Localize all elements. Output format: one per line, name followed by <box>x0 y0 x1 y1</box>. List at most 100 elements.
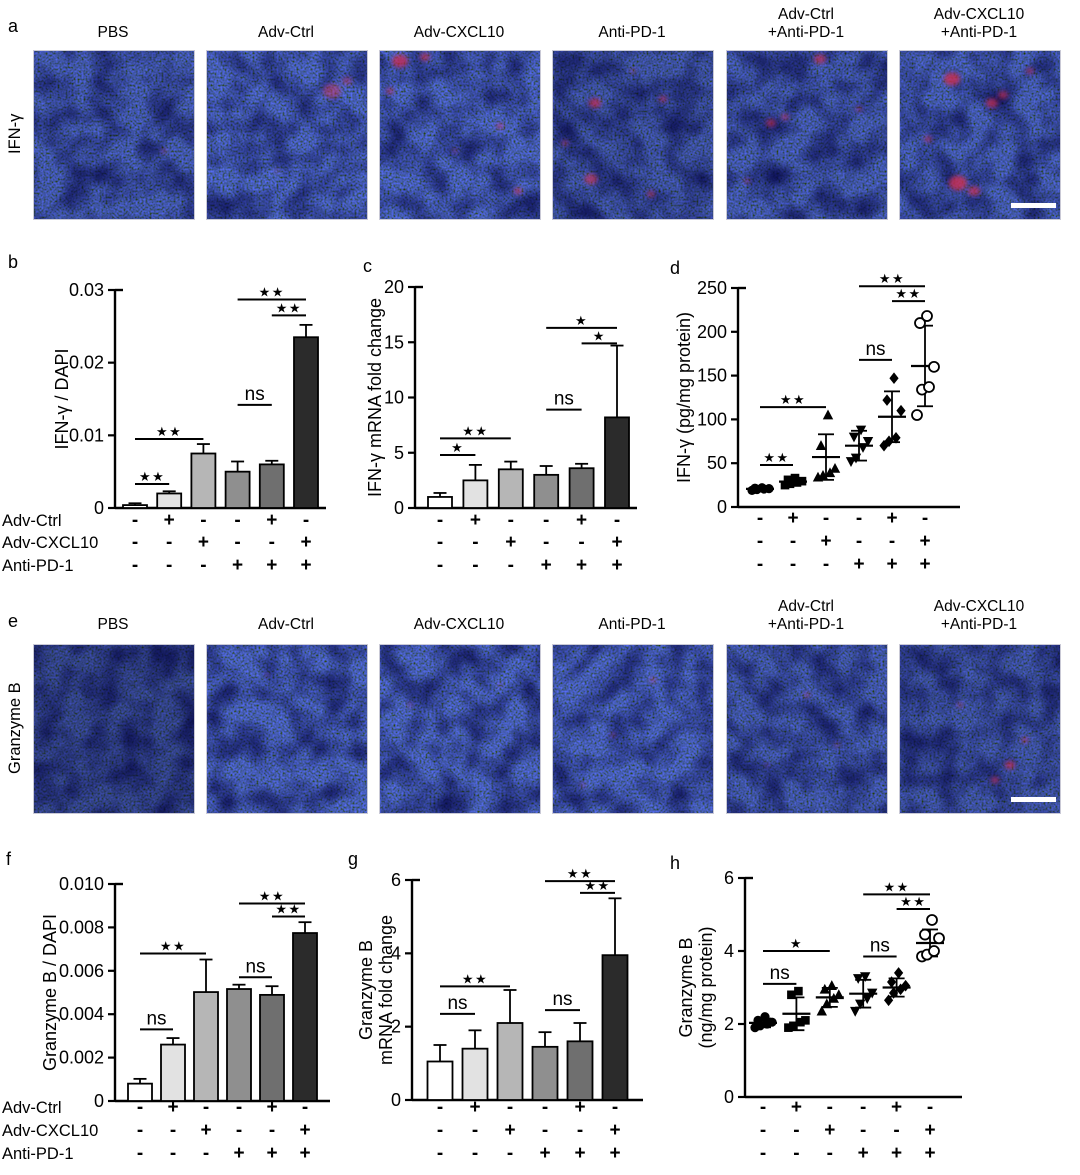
svg-text:-: - <box>543 510 549 531</box>
svg-text:+: + <box>611 532 622 553</box>
svg-text:-: - <box>760 1120 766 1141</box>
svg-text:+: + <box>609 1120 620 1141</box>
svg-text:ns: ns <box>245 956 265 977</box>
svg-text:ns: ns <box>552 989 572 1010</box>
svg-text:-: - <box>132 510 138 531</box>
svg-text:+: + <box>266 555 277 576</box>
chart-f-granzyme-dapi-bar: 0 0.002 0.004 0.006 0.008 0.010 Granzyme B / D… <box>2 874 330 1164</box>
svg-text:0: 0 <box>94 498 104 518</box>
svg-text:-: - <box>203 1143 209 1164</box>
micro-image-a-adv-ctrl <box>206 50 368 220</box>
svg-text:+: + <box>470 510 481 531</box>
svg-text:+: + <box>824 1120 835 1141</box>
column-title-a-adv-cxcl10-anti-pd1: Adv-CXCL10 +Anti-PD-1 <box>933 6 1025 41</box>
panel-letter-a: a <box>8 16 19 36</box>
svg-text:+: + <box>469 1097 480 1118</box>
svg-text:+: + <box>611 555 622 576</box>
svg-text:-: - <box>760 1097 766 1118</box>
row-label-granzyme-b: Granzyme B <box>6 682 24 774</box>
panel-letter-d: d <box>670 258 681 278</box>
svg-text:-: - <box>793 1143 799 1164</box>
svg-text:-: - <box>137 1097 143 1118</box>
svg-text:4: 4 <box>724 941 734 961</box>
svg-text:-: - <box>472 1143 478 1164</box>
svg-text:0: 0 <box>94 1091 104 1111</box>
micro-image-e-anti-pd1 <box>552 644 714 814</box>
svg-text:-: - <box>889 531 895 552</box>
svg-text:0.010: 0.010 <box>59 874 104 894</box>
svg-text:-: - <box>234 532 240 553</box>
svg-text:-: - <box>757 508 763 529</box>
svg-text:-: - <box>757 554 763 575</box>
column-title-a-adv-ctrl-anti-pd1: Adv-Ctrl +Anti-PD-1 <box>767 6 845 41</box>
column-title-e-adv-cxcl10: Adv-CXCL10 <box>413 616 505 633</box>
svg-text:ns: ns <box>865 339 885 360</box>
micro-image-e-adv-ctrl-anti-pd1 <box>726 644 888 814</box>
svg-text:+: + <box>891 1143 902 1164</box>
svg-text:10: 10 <box>384 388 404 408</box>
svg-text:0.004: 0.004 <box>59 1004 104 1024</box>
svg-text:IFN-γ (pg/mg protein): IFN-γ (pg/mg protein) <box>674 312 694 483</box>
column-title-a-pbs: PBS <box>97 24 129 41</box>
svg-text:0: 0 <box>717 497 727 517</box>
svg-text:-: - <box>827 1143 833 1164</box>
svg-text:+: + <box>886 508 897 529</box>
panel-letter-b: b <box>8 252 19 272</box>
svg-text:+: + <box>167 1097 178 1118</box>
svg-text:★: ★ <box>451 440 464 455</box>
svg-text:IFN-γ mRNA fold change: IFN-γ mRNA fold change <box>365 298 385 497</box>
svg-text:-: - <box>437 510 443 531</box>
column-title-e-adv-cxcl10-anti-pd1: Adv-CXCL10 +Anti-PD-1 <box>933 598 1025 633</box>
scale-bar <box>1011 797 1056 802</box>
column-title-e-adv-ctrl-anti-pd1: Adv-Ctrl +Anti-PD-1 <box>767 598 845 633</box>
svg-text:+: + <box>919 554 930 575</box>
micro-image-e-pbs <box>33 644 195 814</box>
svg-text:0.02: 0.02 <box>69 353 104 373</box>
micro-image-a-adv-ctrl-anti-pd1 <box>726 50 888 220</box>
svg-text:20: 20 <box>384 277 404 297</box>
svg-text:★★: ★★ <box>139 469 165 484</box>
svg-text:0.01: 0.01 <box>69 425 104 445</box>
svg-text:+: + <box>576 510 587 531</box>
svg-text:250: 250 <box>697 278 727 298</box>
svg-text:+: + <box>787 508 798 529</box>
svg-text:-: - <box>922 508 928 529</box>
svg-text:-: - <box>472 555 478 576</box>
svg-text:200: 200 <box>697 322 727 342</box>
column-title-a-adv-ctrl: Adv-Ctrl <box>258 24 314 41</box>
svg-text:Anti-PD-1: Anti-PD-1 <box>2 1145 74 1163</box>
svg-text:0.006: 0.006 <box>59 961 104 981</box>
svg-text:+: + <box>891 1097 902 1118</box>
svg-text:+: + <box>924 1143 935 1164</box>
svg-text:★: ★ <box>790 936 803 951</box>
svg-text:Adv-CXCL10: Adv-CXCL10 <box>2 534 98 552</box>
svg-text:+: + <box>574 1097 585 1118</box>
svg-text:-: - <box>200 555 206 576</box>
svg-text:+: + <box>266 1097 277 1118</box>
svg-text:-: - <box>437 1097 443 1118</box>
micro-image-a-pbs <box>33 50 195 220</box>
svg-text:+: + <box>299 1143 310 1164</box>
svg-text:+: + <box>232 555 243 576</box>
svg-text:-: - <box>236 1097 242 1118</box>
svg-text:★★: ★★ <box>780 392 806 407</box>
svg-text:ns: ns <box>554 389 574 410</box>
svg-text:-: - <box>170 1143 176 1164</box>
svg-text:+: + <box>505 532 516 553</box>
svg-text:-: - <box>269 532 275 553</box>
column-title-e-pbs: PBS <box>97 616 129 633</box>
svg-text:+: + <box>853 554 864 575</box>
svg-text:-: - <box>472 1120 478 1141</box>
svg-text:-: - <box>132 555 138 576</box>
svg-text:ns: ns <box>870 935 890 956</box>
svg-text:Granzyme B: Granzyme B <box>356 940 376 1040</box>
svg-text:-: - <box>472 532 478 553</box>
svg-text:+: + <box>886 554 897 575</box>
svg-text:+: + <box>574 1143 585 1164</box>
svg-text:★: ★ <box>593 328 606 343</box>
svg-text:Adv-Ctrl: Adv-Ctrl <box>2 512 62 530</box>
svg-text:-: - <box>437 1120 443 1141</box>
svg-text:-: - <box>856 531 862 552</box>
